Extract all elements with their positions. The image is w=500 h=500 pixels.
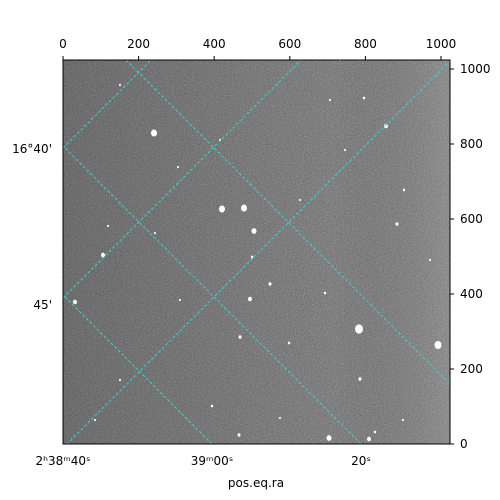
star — [358, 377, 362, 381]
ra-tick-label: 20ˢ — [351, 454, 371, 468]
right-tick-label: 600 — [460, 212, 483, 226]
star — [268, 282, 272, 286]
dec-tick-label: 45' — [33, 298, 52, 312]
star — [287, 341, 291, 345]
dec-grid-line — [63, 60, 152, 149]
stars-layer — [73, 60, 442, 442]
star — [248, 296, 252, 302]
star — [402, 188, 406, 192]
star — [279, 416, 281, 420]
star — [362, 96, 366, 100]
star — [402, 418, 404, 422]
right-tick-label: 800 — [460, 137, 483, 151]
star — [344, 148, 346, 152]
ra-grid-line — [63, 145, 362, 444]
right-pixel-axis: 0 200 400 600 800 1000 — [450, 62, 491, 451]
star — [326, 435, 332, 441]
star — [429, 258, 431, 262]
star — [355, 324, 363, 334]
coordinate-grid — [63, 60, 450, 444]
dec-axis: 16°40' 45' — [12, 142, 52, 312]
star — [94, 418, 96, 422]
star — [373, 430, 377, 434]
top-tick-label: 0 — [59, 37, 67, 51]
top-tick-label: 400 — [203, 37, 226, 51]
star — [107, 224, 109, 228]
star — [238, 335, 242, 339]
top-tick-label: 600 — [278, 37, 301, 51]
star — [151, 129, 157, 137]
top-tick-label: 800 — [354, 37, 377, 51]
dec-grid-line — [63, 60, 302, 299]
star — [323, 291, 327, 295]
top-tick-label: 1000 — [426, 37, 457, 51]
star — [251, 228, 257, 234]
right-tick-label: 1000 — [460, 62, 491, 76]
ra-grid-line — [63, 294, 213, 444]
right-tick-label: 400 — [460, 287, 483, 301]
sky-image — [63, 60, 450, 444]
right-tick-label: 200 — [460, 362, 483, 376]
ra-grid-line — [63, 443, 64, 444]
star — [154, 231, 156, 235]
star — [237, 433, 241, 437]
top-tick-label: 200 — [127, 37, 150, 51]
star — [119, 378, 121, 382]
star — [250, 255, 254, 259]
star — [367, 436, 371, 442]
star — [177, 165, 179, 169]
star — [179, 298, 181, 302]
star — [384, 123, 388, 129]
star — [299, 198, 301, 202]
star — [73, 299, 77, 305]
right-tick-label: 0 — [460, 437, 468, 451]
star — [434, 340, 442, 350]
star — [101, 252, 105, 258]
star — [119, 83, 121, 87]
ra-grid-line — [125, 60, 450, 385]
star — [210, 404, 214, 408]
star — [219, 205, 225, 213]
ra-axis: 2ʰ38ᵐ40ˢ 39ᵐ00ˢ 20ˢ — [36, 454, 371, 468]
top-pixel-axis: 0 200 400 600 800 1000 — [59, 37, 456, 60]
dec-tick-label: 16°40' — [12, 142, 52, 156]
star — [395, 222, 399, 226]
ra-tick-label: 2ʰ38ᵐ40ˢ — [36, 454, 91, 468]
ra-tick-label: 39ᵐ00ˢ — [191, 454, 234, 468]
star — [329, 98, 331, 102]
x-axis-title: pos.eq.ra — [228, 476, 284, 490]
dec-grid-line — [66, 60, 450, 444]
plot-frame — [62, 59, 451, 445]
star — [241, 204, 247, 212]
